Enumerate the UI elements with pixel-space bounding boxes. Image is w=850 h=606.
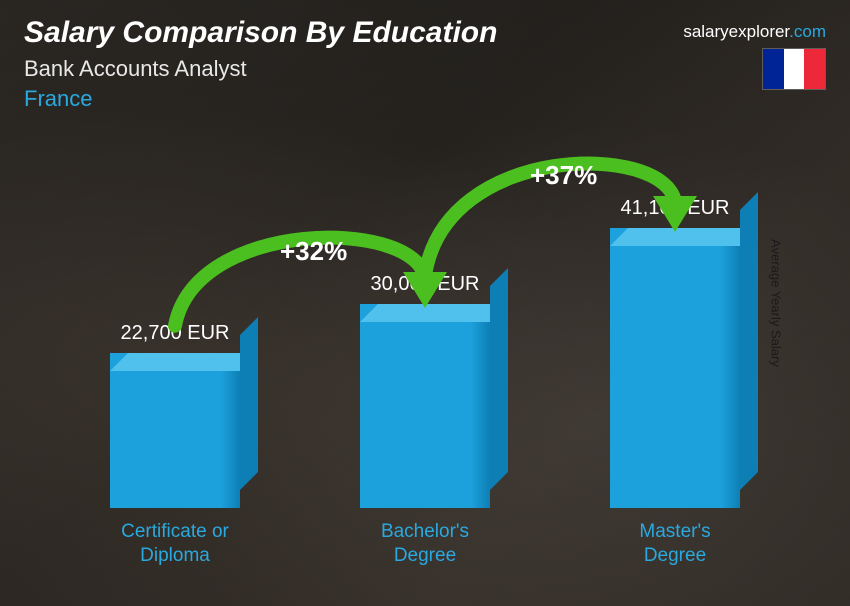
brand-domain: .com (789, 22, 826, 41)
bar-chart: 22,700 EURCertificate orDiploma30,000 EU… (60, 130, 770, 576)
y-axis-label: Average Yearly Salary (769, 239, 784, 367)
flag-stripe (804, 49, 825, 89)
bar-category-label: Certificate orDiploma (121, 520, 229, 576)
brand-name: salaryexplorer (683, 22, 789, 41)
brand-label: salaryexplorer.com (683, 22, 826, 42)
bar-3d (110, 353, 240, 508)
country-label: France (24, 86, 826, 112)
bar-front-face (110, 353, 240, 508)
flag-stripe (763, 49, 784, 89)
percent-increase-label: +32% (280, 236, 347, 267)
bar-category-label: Master'sDegree (639, 520, 710, 576)
france-flag-icon (762, 48, 826, 90)
bar-category-label: Bachelor'sDegree (381, 520, 469, 576)
bar-side-face (740, 192, 758, 490)
percent-increase-label: +37% (530, 160, 597, 191)
flag-stripe (784, 49, 805, 89)
chart-subtitle: Bank Accounts Analyst (24, 56, 826, 82)
